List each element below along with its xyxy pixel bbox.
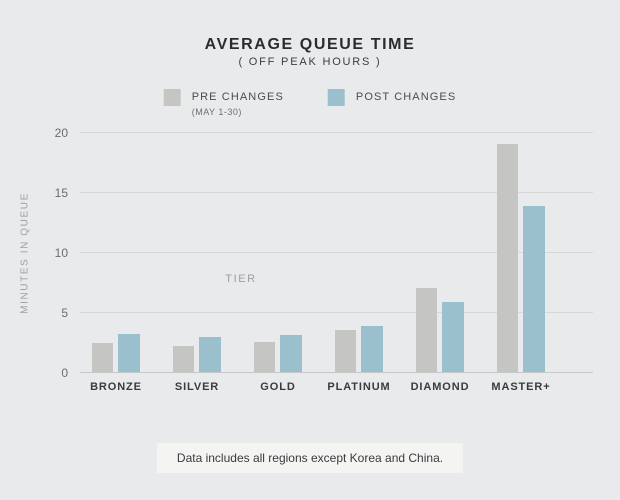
y-axis-title: MINUTES IN QUEUE [19,192,31,314]
gridline-y20 [80,132,593,133]
post-bar-platinum [361,326,383,372]
pre-bar-gold [254,342,275,372]
legend-item-pre: PRE CHANGES (MAY 1-30) [163,89,284,117]
gridline-y0 [80,372,593,373]
post-bar-gold [280,334,302,372]
chart-subtitle: ( OFF PEAK HOURS ) [238,56,382,68]
y-tick-label-20: 20 [54,126,68,140]
legend-item-post: POST CHANGES [327,89,457,106]
chart-title: AVERAGE QUEUE TIME [204,36,416,53]
pre-bar-masterplus [497,144,518,372]
x-tick-label-diamond: DIAMOND [410,381,470,393]
x-tick-label-silver: SILVER [174,381,220,393]
bar-group-masterplus [497,144,545,372]
pre-changes-swatch [163,89,181,106]
x-tick-label-masterplus: MASTER+ [491,381,551,393]
bar-group-silver [173,337,221,372]
y-tick-label-15: 15 [54,186,68,200]
x-tick-label-bronze: BRONZE [90,381,142,393]
x-tick-label-platinum: PLATINUM [327,381,391,393]
y-tick-label-0: 0 [61,366,68,380]
legend-pre-sublabel: (MAY 1-30) [191,107,242,117]
footnote: Data includes all regions except Korea a… [156,443,464,473]
x-axis-title: TIER [225,273,257,285]
pre-bar-bronze [92,343,113,372]
y-tick-label-10: 10 [54,246,68,260]
gridline-y15 [80,192,593,193]
legend-post-label: POST CHANGES [355,91,457,103]
bar-group-gold [254,334,302,372]
y-tick-label-5: 5 [61,306,68,320]
plot-area: MINUTES IN QUEUE 0 5 10 15 20 BRONZE SILVER GOL… [20,126,593,393]
pre-bar-diamond [416,288,437,372]
legend: PRE CHANGES (MAY 1-30) POST CHANGES [163,89,457,117]
post-bar-masterplus [523,206,545,372]
pre-bar-platinum [335,330,356,372]
post-bar-diamond [442,302,464,372]
bar-group-diamond [416,288,464,372]
x-tick-label-gold: GOLD [260,381,296,393]
legend-pre-label: PRE CHANGES [191,91,284,103]
bar-group-bronze [92,333,140,372]
bar-group-platinum [335,326,383,372]
post-bar-bronze [118,333,140,372]
post-changes-swatch [327,89,345,106]
gridline-y10 [80,252,593,253]
pre-bar-silver [173,345,194,372]
post-bar-silver [199,337,221,372]
gridline-y5 [80,312,593,313]
